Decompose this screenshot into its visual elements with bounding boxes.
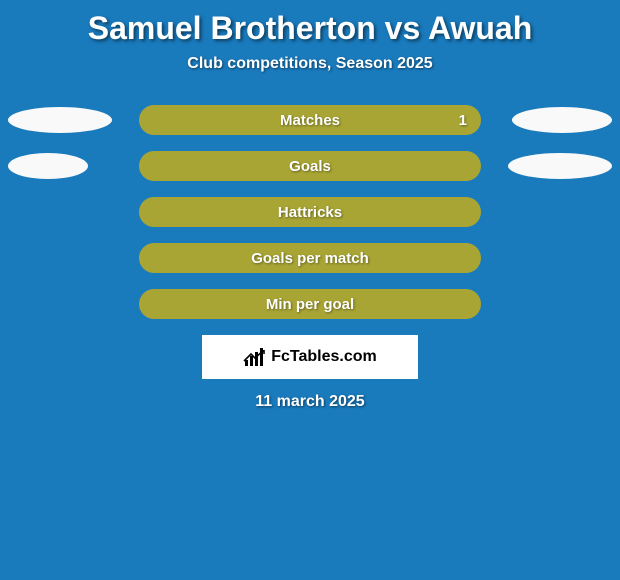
stat-row: Hattricks <box>0 197 620 227</box>
stat-row: Goals <box>0 151 620 181</box>
stat-row: Matches 1 <box>0 105 620 135</box>
stat-bar: Goals per match <box>139 243 481 273</box>
stat-bar: Goals <box>139 151 481 181</box>
stat-row: Goals per match <box>0 243 620 273</box>
right-value-ellipse <box>512 107 612 133</box>
page-subtitle: Club competitions, Season 2025 <box>0 55 620 73</box>
stat-bar: Matches 1 <box>139 105 481 135</box>
page-title: Samuel Brotherton vs Awuah <box>0 0 620 47</box>
stat-value-right: 1 <box>459 112 467 129</box>
stat-label: Goals <box>289 158 331 175</box>
stat-bar: Min per goal <box>139 289 481 319</box>
source-badge: FcTables.com <box>202 335 418 379</box>
left-value-ellipse <box>8 153 88 179</box>
stat-bar: Hattricks <box>139 197 481 227</box>
stat-label: Matches <box>280 112 340 129</box>
right-value-ellipse <box>508 153 612 179</box>
date-label: 11 march 2025 <box>0 393 620 411</box>
stat-label: Min per goal <box>266 296 354 313</box>
stat-label: Goals per match <box>251 250 369 267</box>
bar-chart-icon <box>243 348 265 366</box>
stats-container: Matches 1 Goals Hattricks Goals per match Min… <box>0 105 620 319</box>
left-value-ellipse <box>8 107 112 133</box>
source-badge-text: FcTables.com <box>271 348 377 366</box>
stat-row: Min per goal <box>0 289 620 319</box>
stat-label: Hattricks <box>278 204 342 221</box>
